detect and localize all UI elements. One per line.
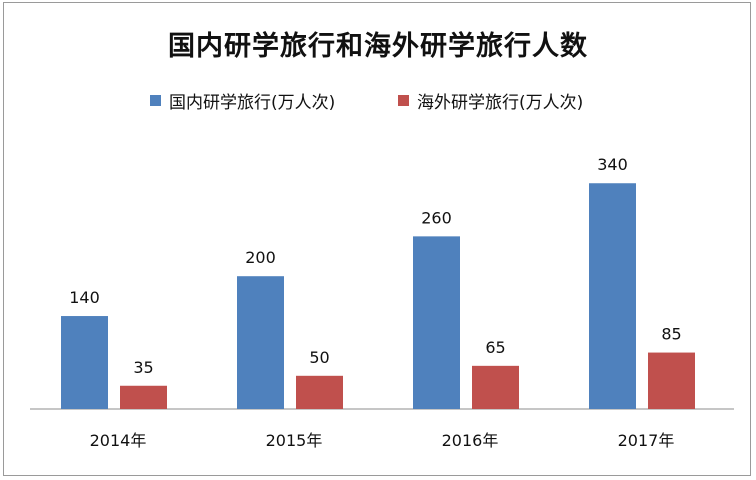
bar-overseas-1 — [296, 375, 343, 409]
bar-domestic-0 — [61, 316, 108, 409]
chart-title: 国内研学旅行和海外研学旅行人数 — [168, 31, 588, 62]
legend-swatch-overseas — [398, 95, 409, 106]
bar-overseas-0 — [120, 385, 167, 409]
data-label-domestic-1: 200 — [245, 248, 276, 267]
x-tick-label-1: 2015年 — [266, 431, 323, 450]
x-tick-label-0: 2014年 — [90, 431, 147, 450]
data-label-overseas-3: 85 — [661, 325, 681, 344]
data-label-domestic-0: 140 — [69, 288, 100, 307]
legend-item-overseas: 海外研学旅行(万人次) — [398, 88, 583, 113]
bar-domestic-2 — [413, 236, 460, 409]
x-tick-label-3: 2017年 — [618, 431, 675, 450]
legend-swatch-domestic — [150, 95, 161, 106]
data-label-overseas-1: 50 — [309, 348, 329, 367]
bar-domestic-1 — [237, 276, 284, 409]
x-tick-label-2: 2016年 — [442, 431, 499, 450]
legend-label-overseas: 海外研学旅行(万人次) — [417, 93, 584, 113]
bar-overseas-2 — [472, 365, 519, 409]
data-label-domestic-3: 340 — [597, 155, 628, 174]
data-label-domestic-2: 260 — [421, 208, 452, 227]
data-label-overseas-0: 35 — [133, 358, 153, 377]
data-label-overseas-2: 65 — [485, 338, 505, 357]
bar-domestic-3 — [589, 183, 636, 409]
legend-label-domestic: 国内研学旅行(万人次) — [169, 93, 336, 113]
bar-overseas-3 — [648, 352, 695, 409]
legend-item-domestic: 国内研学旅行(万人次) — [150, 88, 335, 113]
legend: 国内研学旅行(万人次) 海外研学旅行(万人次) — [0, 88, 756, 113]
